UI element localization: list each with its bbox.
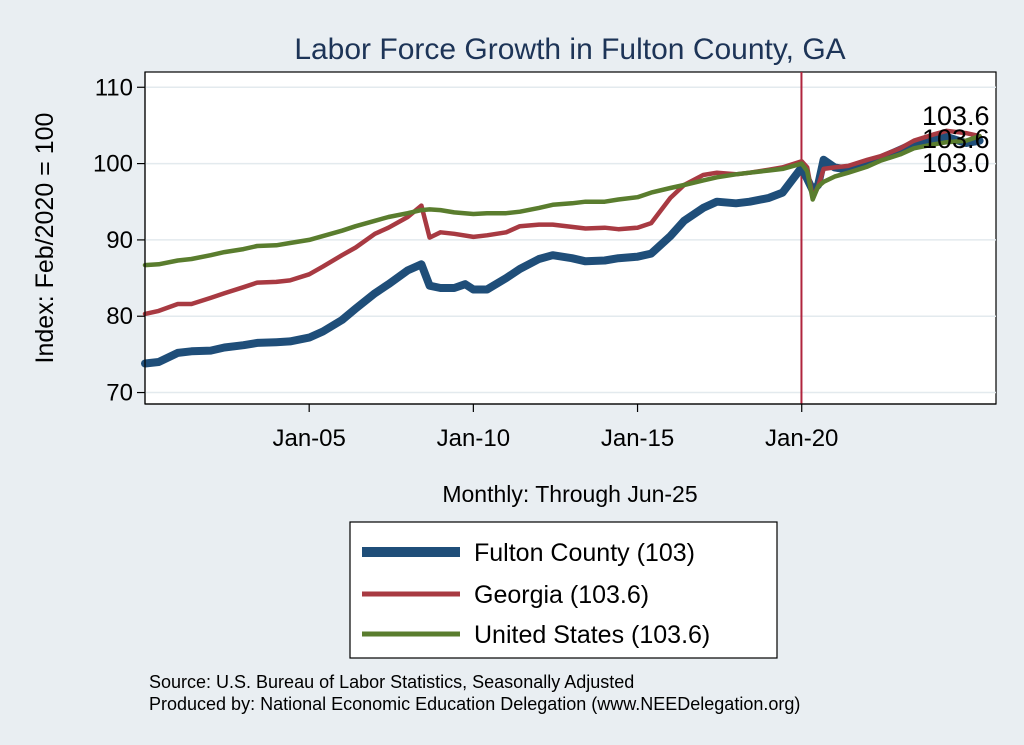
x-axis: Jan-05 Jan-10 Jan-15 Jan-20 (145, 403, 996, 452)
y-axis: 70 80 90 100 110 (93, 72, 146, 407)
producer-note: Produced by: National Economic Education… (149, 694, 800, 714)
series-line-2 (142, 133, 982, 268)
chart-title: Labor Force Growth in Fulton County, GA (294, 33, 845, 66)
legend-label: Fulton County (103) (474, 539, 695, 567)
y-tick-label: 110 (95, 74, 133, 101)
legend: Fulton County (103) Georgia (103.6) United… (349, 521, 778, 659)
x-axis-label: Monthly: Through Jun-25 (442, 481, 697, 507)
x-tick-label: Jan-10 (437, 425, 510, 452)
series-layer (141, 128, 984, 368)
y-tick-label: 70 (106, 380, 133, 407)
y-tick-label: 100 (93, 151, 133, 178)
end-value-label: 103.0 (922, 148, 990, 178)
plot-background (144, 71, 997, 405)
y-axis-label: Index: Feb/2020 = 100 (31, 113, 59, 364)
legend-items: Fulton County (103) Georgia (103.6) United… (362, 539, 710, 649)
end-value-label: 103.6 (922, 124, 990, 154)
x-tick-label: Jan-05 (272, 425, 345, 452)
y-tick-label: 80 (106, 303, 133, 330)
legend-label: United States (103.6) (474, 621, 710, 649)
x-tick-label: Jan-15 (601, 425, 674, 452)
end-value-label: 103.6 (922, 101, 990, 131)
source-note: Source: U.S. Bureau of Labor Statistics,… (149, 672, 634, 692)
series-line-1 (142, 128, 982, 317)
plot-area (141, 71, 997, 405)
legend-label: Georgia (103.6) (474, 581, 649, 609)
y-tick-label: 90 (106, 227, 133, 254)
x-tick-label: Jan-20 (765, 425, 838, 452)
series-line-0 (141, 132, 984, 368)
